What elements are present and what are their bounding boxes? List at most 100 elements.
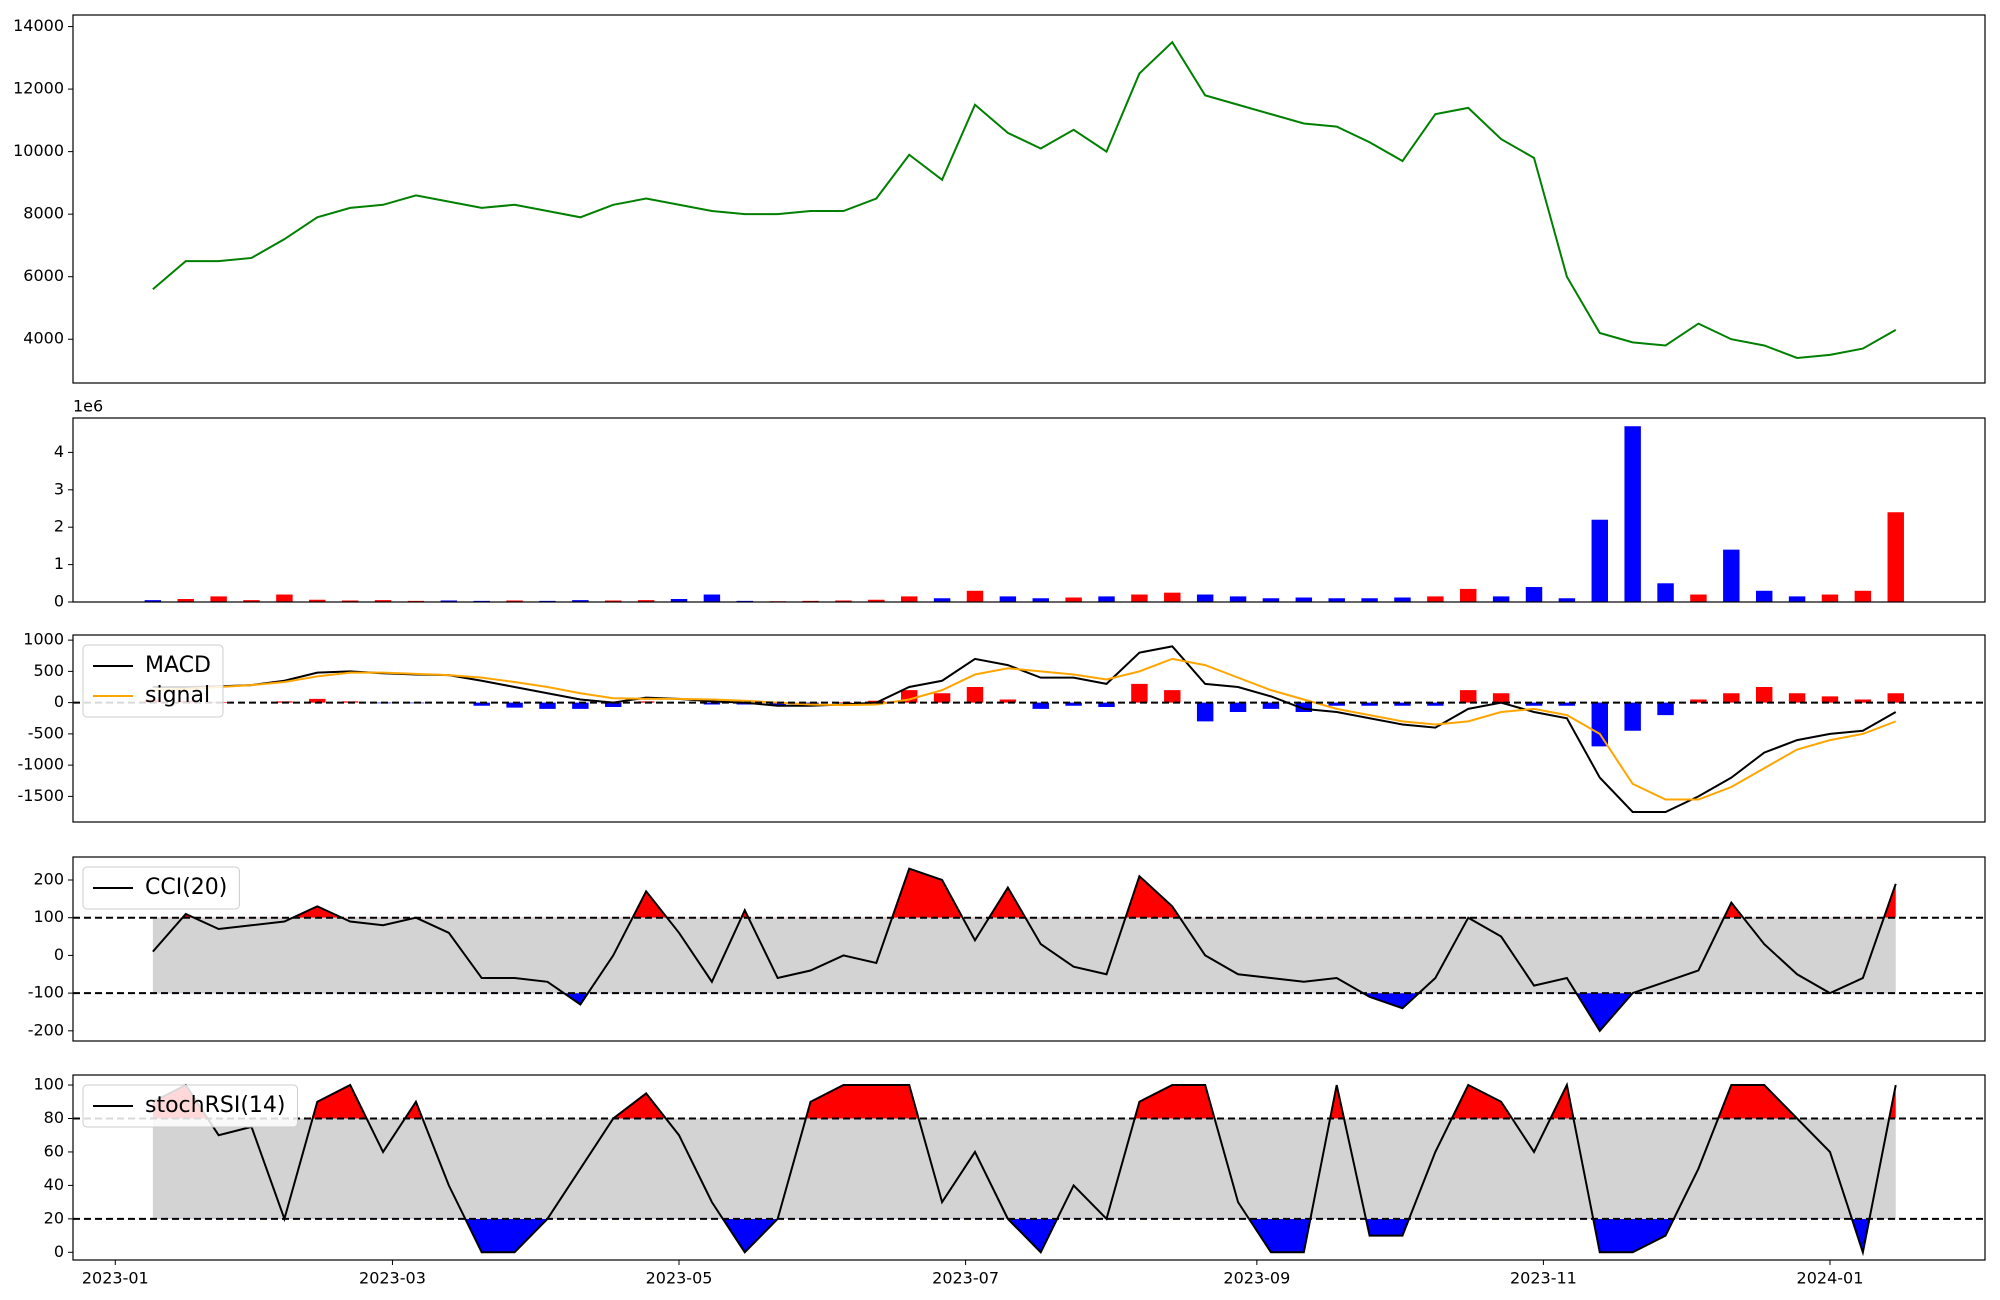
y-tick-label: 6000 — [23, 266, 64, 285]
oversold-fill — [465, 1218, 1870, 1253]
y-tick-label: 60 — [44, 1141, 64, 1160]
bar — [769, 702, 786, 706]
y-tick-label: 10000 — [13, 141, 64, 160]
bar — [637, 600, 655, 602]
bar — [605, 702, 622, 707]
axes-frame — [72, 417, 1986, 603]
axes-frame — [72, 14, 1986, 384]
legend: CCI(20) — [82, 866, 240, 910]
bar — [1591, 519, 1609, 602]
panel: 0 1 2 3 4 1e6 — [54, 397, 1986, 611]
bar — [374, 600, 392, 602]
bar — [670, 599, 688, 602]
bar — [1723, 693, 1740, 703]
bar — [966, 590, 984, 602]
legend-box — [82, 866, 240, 910]
bar — [900, 596, 918, 602]
overbought-fill — [152, 1085, 1896, 1119]
neutral-band — [152, 917, 1896, 994]
legend: stochRSI(14) — [82, 1084, 298, 1128]
bar — [177, 599, 194, 602]
bar — [1624, 702, 1641, 731]
y-tick-label: 2 — [54, 517, 64, 536]
y-tick-label: 1000 — [23, 630, 64, 649]
bar — [1788, 596, 1806, 602]
bar — [703, 594, 721, 602]
y-tick-label: 40 — [44, 1175, 64, 1194]
axes-frame — [72, 856, 1986, 1042]
bar — [1525, 702, 1543, 706]
x-tick-label: 2023-07 — [932, 1269, 999, 1288]
bar — [210, 596, 227, 602]
panel: 0 20 40 60 80 100 2023-01 2023-03 2023-05 2023-07… — [33, 1074, 1986, 1288]
bar — [1657, 702, 1674, 716]
bar — [1460, 690, 1477, 703]
legend: MACD signal — [82, 644, 224, 718]
bar — [1492, 596, 1510, 602]
bar — [605, 600, 622, 602]
bar — [243, 600, 260, 602]
bar — [309, 698, 326, 703]
bar — [1558, 598, 1576, 602]
bar — [1525, 587, 1543, 602]
bar — [539, 702, 556, 709]
x-tick-label: 2023-01 — [82, 1269, 149, 1288]
y-tick-label: 12000 — [13, 79, 64, 98]
bar — [1854, 699, 1872, 703]
bar — [341, 600, 359, 602]
x-tick-label: 2023-09 — [1223, 1269, 1290, 1288]
bar — [933, 598, 951, 602]
bar — [1755, 590, 1773, 602]
bar — [1657, 583, 1674, 602]
y-tick-label: 200 — [33, 870, 64, 889]
bar — [1032, 702, 1049, 709]
y-tick-label: 0 — [54, 1242, 64, 1261]
axes-frame — [72, 1074, 1986, 1261]
bar — [1032, 598, 1049, 602]
bar — [1427, 702, 1444, 706]
y-tick-label: 100 — [33, 1075, 64, 1094]
bar — [506, 702, 523, 708]
bar — [1821, 696, 1839, 703]
series-line — [152, 867, 1897, 1033]
x-tick-label: 2024-01 — [1797, 1269, 1864, 1288]
bar — [1394, 597, 1411, 602]
bar — [1460, 588, 1477, 602]
x-tick-label: 2023-05 — [646, 1269, 713, 1288]
panel: 4000 6000 8000 10000 12000 14000 — [13, 14, 1986, 384]
bar — [1098, 702, 1115, 707]
legend-label: stochRSI(14) — [145, 1093, 286, 1118]
y-tick-label: -200 — [28, 1020, 64, 1039]
neutral-band — [152, 1118, 1896, 1219]
bar — [1131, 594, 1148, 602]
x-tick-label: 2023-03 — [359, 1269, 426, 1288]
bar — [999, 699, 1017, 703]
bar — [1328, 598, 1345, 602]
series-line — [152, 1081, 1897, 1257]
x-tick-label: 2023-11 — [1510, 1269, 1577, 1288]
bar — [572, 600, 589, 602]
bar — [1295, 597, 1313, 602]
bar — [1690, 594, 1707, 602]
bar — [144, 600, 162, 602]
bar — [1295, 702, 1313, 712]
y-tick-label: 4 — [54, 442, 64, 461]
legend-box — [82, 644, 224, 718]
bar — [1131, 683, 1148, 703]
y-tick-label: 0 — [54, 692, 64, 711]
bar — [933, 693, 951, 703]
bar — [1229, 702, 1247, 712]
y-tick-label: 14000 — [13, 16, 64, 35]
y-tick-label: -100 — [28, 983, 64, 1002]
bar — [1196, 702, 1214, 722]
bar — [1229, 596, 1247, 602]
bar — [1328, 702, 1345, 706]
axes-frame — [72, 634, 1986, 823]
y-tick-label: 4000 — [23, 329, 64, 348]
bar — [1723, 549, 1740, 602]
price-line — [152, 40, 1897, 360]
bar — [1624, 426, 1641, 602]
legend-box — [82, 1084, 298, 1128]
